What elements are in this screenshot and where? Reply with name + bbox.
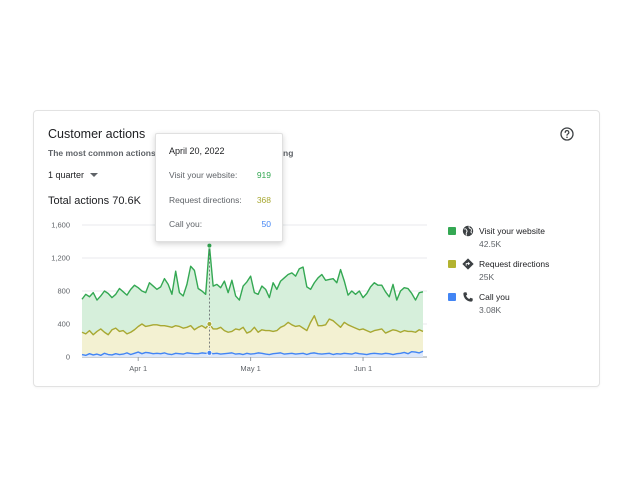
x-tick-label: Apr 1: [129, 364, 147, 373]
tooltip-row-call: Call you: 50: [169, 219, 271, 229]
tooltip-value: 368: [256, 195, 271, 205]
chart-tooltip: April 20, 2022 Visit your website: 919 R…: [155, 133, 283, 242]
legend-item-website[interactable]: Visit your website 42.5K: [448, 224, 578, 254]
tooltip-date: April 20, 2022: [169, 146, 225, 156]
legend-item-directions[interactable]: Request directions 25K: [448, 257, 578, 287]
legend-value: 42.5K: [479, 239, 502, 249]
legend-item-call[interactable]: Call you 3.08K: [448, 290, 578, 320]
legend-checkbox[interactable]: [448, 227, 456, 235]
period-dropdown-label: 1 quarter: [48, 170, 85, 180]
tooltip-value: 919: [256, 170, 271, 180]
directions-icon: [462, 258, 474, 270]
tooltip-label: Call you:: [169, 219, 203, 229]
y-tick-label: 1,200: [51, 254, 70, 263]
legend-checkbox[interactable]: [448, 293, 456, 301]
tooltip-label: Visit your website:: [169, 170, 238, 180]
card-subtitle: The most common actions: [48, 148, 156, 158]
highlight-point: [206, 321, 213, 327]
total-actions: Total actions 70.6K: [48, 195, 141, 207]
y-tick-label: 800: [57, 287, 70, 296]
legend-value: 3.08K: [479, 305, 502, 315]
card-subtitle-tail: ng: [283, 148, 294, 158]
x-tick-label: Jun 1: [354, 364, 372, 373]
x-tick-label: May 1: [240, 364, 260, 373]
series-call-line: [81, 350, 424, 357]
legend-value: 25K: [479, 272, 495, 282]
caret-down-icon: [90, 173, 99, 177]
tooltip-row-website: Visit your website: 919: [169, 170, 271, 180]
phone-icon: [463, 292, 473, 302]
tooltip-label: Request directions:: [169, 195, 242, 205]
highlight-point: [206, 350, 213, 356]
highlight-point: [206, 242, 213, 249]
help-icon[interactable]: [560, 127, 574, 141]
tooltip-value: 50: [261, 219, 271, 229]
series-website-line: [81, 244, 424, 301]
legend-label: Call you: [479, 292, 510, 302]
tooltip-row-directions: Request directions: 368: [169, 195, 271, 205]
card-title: Customer actions: [48, 127, 146, 141]
y-tick-label: 0: [66, 353, 70, 362]
legend-label: Visit your website: [479, 226, 545, 236]
legend-checkbox[interactable]: [448, 260, 456, 268]
period-dropdown[interactable]: 1 quarter: [48, 170, 99, 180]
series-directions-area: [82, 315, 423, 357]
series-directions-line: [81, 315, 424, 336]
globe-icon: [462, 225, 474, 237]
y-tick-label: 400: [57, 320, 70, 329]
y-tick-label: 1,600: [51, 221, 70, 230]
legend-label: Request directions: [479, 259, 550, 269]
